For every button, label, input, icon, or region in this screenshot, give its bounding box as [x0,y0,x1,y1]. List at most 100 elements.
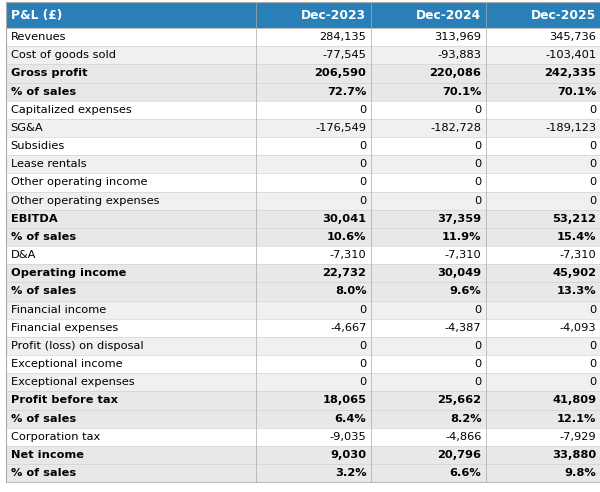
Bar [486,355,600,373]
Text: -103,401: -103,401 [545,50,596,61]
Text: 0: 0 [359,305,367,314]
Text: Net income: Net income [11,450,84,460]
Text: D&A: D&A [11,250,36,260]
Bar [371,301,486,319]
Bar [371,191,486,210]
Bar [256,228,371,246]
Text: % of sales: % of sales [11,414,76,424]
Text: 33,880: 33,880 [552,450,596,460]
Bar [486,119,600,137]
Bar [486,301,600,319]
Bar [6,264,256,282]
Bar [6,282,256,301]
Bar [256,246,371,264]
Text: 20,796: 20,796 [437,450,481,460]
Text: 0: 0 [474,178,481,187]
Text: -4,093: -4,093 [560,323,596,333]
Bar [6,64,256,83]
Text: Gross profit: Gross profit [11,68,87,78]
Bar [371,119,486,137]
Text: Cost of goods sold: Cost of goods sold [11,50,116,61]
Text: 41,809: 41,809 [552,396,596,405]
Bar [6,191,256,210]
Text: -7,310: -7,310 [445,250,481,260]
Text: 0: 0 [589,305,596,314]
Bar [486,428,600,446]
Text: % of sales: % of sales [11,87,76,96]
Bar [6,101,256,119]
Text: 0: 0 [359,377,367,387]
Bar [486,464,600,482]
Bar [6,464,256,482]
Text: 313,969: 313,969 [434,32,481,42]
Text: Lease rentals: Lease rentals [11,159,86,169]
Bar [371,46,486,64]
Text: 0: 0 [589,196,596,206]
Bar [486,173,600,191]
Bar [6,46,256,64]
Text: -7,929: -7,929 [560,432,596,442]
Text: Profit before tax: Profit before tax [11,396,118,405]
Bar [6,409,256,428]
Bar [6,391,256,409]
Bar [371,264,486,282]
Text: 18,065: 18,065 [322,396,367,405]
Text: 8.0%: 8.0% [335,286,367,297]
Text: 0: 0 [589,178,596,187]
Text: 0: 0 [359,196,367,206]
Text: 8.2%: 8.2% [450,414,481,424]
Bar [256,101,371,119]
Bar [371,83,486,101]
Text: 70.1%: 70.1% [442,87,481,96]
Bar [486,2,600,28]
Text: -93,883: -93,883 [437,50,481,61]
Text: 9.6%: 9.6% [449,286,481,297]
Bar [371,173,486,191]
Bar [256,2,371,28]
Text: 72.7%: 72.7% [327,87,367,96]
Text: Subsidies: Subsidies [11,141,65,151]
Text: 37,359: 37,359 [437,214,481,224]
Bar [256,428,371,446]
Bar [256,319,371,337]
Bar [6,228,256,246]
Text: 10.6%: 10.6% [327,232,367,242]
Bar [371,228,486,246]
Bar [486,155,600,173]
Bar [486,337,600,355]
Bar [371,282,486,301]
Text: -7,310: -7,310 [329,250,367,260]
Text: -176,549: -176,549 [316,123,367,133]
Bar [486,46,600,64]
Bar [6,319,256,337]
Text: 0: 0 [359,105,367,115]
Bar [371,409,486,428]
Text: Other operating income: Other operating income [11,178,147,187]
Bar [371,464,486,482]
Text: 0: 0 [474,105,481,115]
Bar [6,446,256,464]
Text: 0: 0 [589,341,596,351]
Bar [256,264,371,282]
Bar [6,2,256,28]
Bar [6,246,256,264]
Bar [256,210,371,228]
Bar [256,119,371,137]
Bar [6,373,256,391]
Text: 0: 0 [474,141,481,151]
Text: -4,667: -4,667 [330,323,367,333]
Text: Dec-2025: Dec-2025 [531,9,596,22]
Bar [256,409,371,428]
Bar [371,210,486,228]
Bar [371,64,486,83]
Text: 9,030: 9,030 [331,450,367,460]
Bar [486,319,600,337]
Text: 11.9%: 11.9% [442,232,481,242]
Text: -77,545: -77,545 [323,50,367,61]
Text: 0: 0 [589,377,596,387]
Text: 30,049: 30,049 [437,268,481,278]
Bar [486,391,600,409]
Bar [371,391,486,409]
Text: EBITDA: EBITDA [11,214,58,224]
Bar [6,83,256,101]
